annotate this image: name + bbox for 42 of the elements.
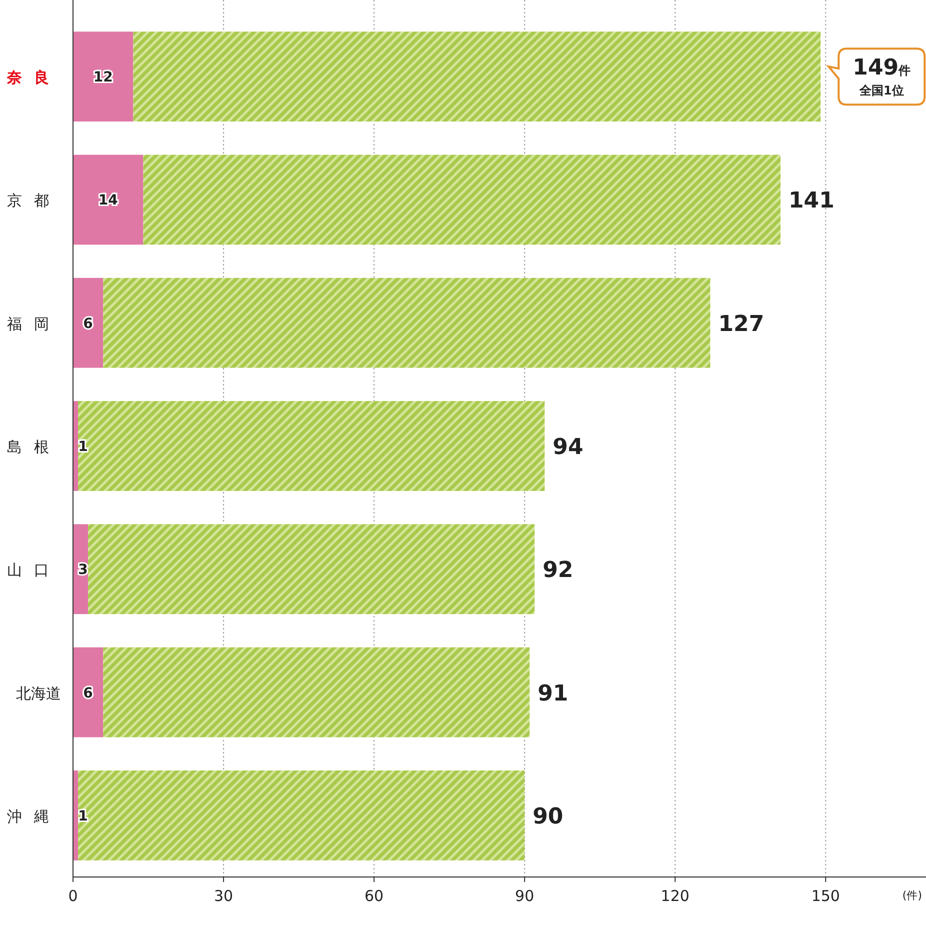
total-label: 127 bbox=[718, 312, 764, 337]
bar bbox=[73, 278, 104, 368]
data-label: 12 bbox=[93, 70, 113, 86]
total-label: 141 bbox=[788, 188, 834, 214]
data-label: 1 bbox=[78, 808, 88, 824]
total-label: 90 bbox=[532, 804, 564, 830]
x-axis-title: (件) bbox=[902, 889, 922, 902]
bar bbox=[103, 278, 710, 368]
bar bbox=[73, 647, 104, 738]
bar bbox=[73, 770, 78, 860]
data-label: 14 bbox=[98, 192, 118, 209]
x-tick-label: 90 bbox=[515, 887, 534, 905]
bar bbox=[103, 647, 530, 738]
bar bbox=[88, 524, 535, 614]
annotation: 全国1位 bbox=[858, 84, 904, 98]
y-tick-label: 奈良 bbox=[6, 68, 61, 87]
bar bbox=[143, 154, 780, 245]
total-label: 149件 bbox=[852, 56, 911, 81]
bar bbox=[78, 770, 525, 860]
bar bbox=[133, 32, 821, 122]
y-tick-label: 北海道 bbox=[16, 684, 61, 702]
data-label: 6 bbox=[83, 316, 93, 332]
total-label: 92 bbox=[542, 558, 574, 584]
x-tick-label: 150 bbox=[811, 887, 840, 905]
bar bbox=[73, 154, 144, 245]
y-tick-label: 京都 bbox=[7, 192, 61, 210]
x-tick-label: 60 bbox=[364, 887, 384, 905]
data-label: 3 bbox=[78, 562, 88, 578]
x-tick-label: 0 bbox=[68, 887, 78, 905]
bar bbox=[73, 32, 134, 122]
bar bbox=[78, 401, 545, 491]
x-tick-label: 120 bbox=[660, 887, 690, 905]
data-label: 6 bbox=[83, 685, 93, 702]
y-tick-label: 福岡 bbox=[7, 314, 61, 333]
total-label: 94 bbox=[552, 435, 584, 460]
bar bbox=[73, 401, 78, 491]
y-tick-label: 山口 bbox=[7, 561, 61, 580]
y-tick-label: 沖縄 bbox=[7, 807, 61, 826]
x-tick-label: 30 bbox=[214, 887, 234, 905]
y-tick-label: 島根 bbox=[7, 438, 61, 456]
data-label: 1 bbox=[78, 439, 88, 455]
total-label: 91 bbox=[538, 681, 568, 706]
